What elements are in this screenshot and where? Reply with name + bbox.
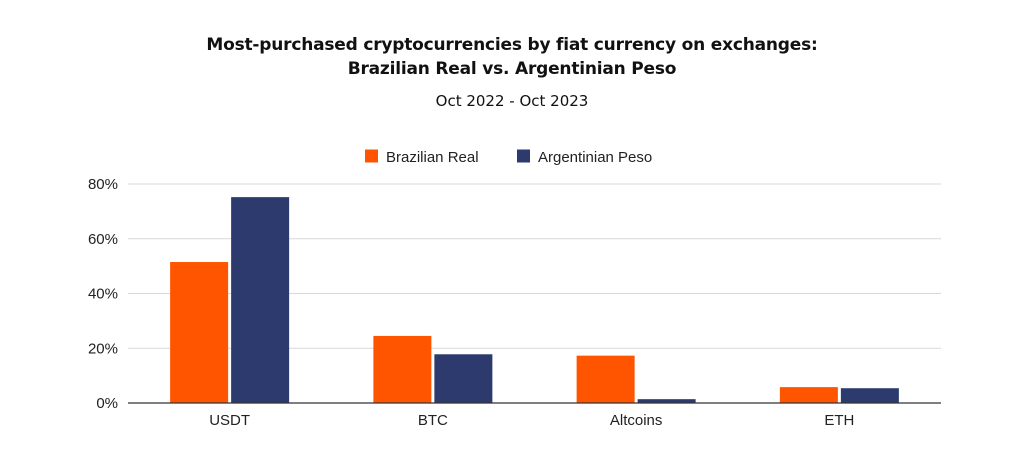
chart-title-line-2: Brazilian Real vs. Argentinian Peso bbox=[347, 59, 677, 79]
chart-title-line-1: Most-purchased cryptocurrencies by fiat … bbox=[206, 35, 818, 55]
x-tick-label: BTC bbox=[418, 412, 448, 429]
y-tick-label: 60% bbox=[88, 231, 118, 248]
legend-label-brazilian-real: Brazilian Real bbox=[386, 149, 479, 166]
legend-swatch-argentinian-peso bbox=[517, 149, 530, 163]
bar-altcoins-argentinian-peso bbox=[637, 399, 696, 403]
y-tick-label: 0% bbox=[96, 395, 118, 412]
bar-eth-brazilian-real bbox=[779, 387, 838, 403]
x-tick-label: ETH bbox=[824, 412, 854, 429]
x-tick-label: Altcoins bbox=[610, 412, 663, 429]
legend-swatch-brazilian-real bbox=[365, 149, 378, 163]
bar-eth-argentinian-peso bbox=[840, 388, 899, 403]
bar-btc-argentinian-peso bbox=[434, 354, 493, 403]
bar-usdt-brazilian-real bbox=[170, 262, 229, 403]
chart-title-block: Most-purchased cryptocurrencies by fiat … bbox=[0, 33, 1024, 111]
y-tick-label: 80% bbox=[88, 176, 118, 193]
chart-subtitle: Oct 2022 - Oct 2023 bbox=[435, 92, 589, 110]
x-tick-label: USDT bbox=[209, 412, 250, 429]
bar-btc-brazilian-real bbox=[373, 335, 432, 403]
bar-altcoins-brazilian-real bbox=[576, 355, 635, 403]
legend-label-argentinian-peso: Argentinian Peso bbox=[538, 149, 652, 166]
y-tick-label: 40% bbox=[88, 286, 118, 303]
bar-usdt-argentinian-peso bbox=[231, 197, 290, 403]
y-tick-label: 20% bbox=[88, 340, 118, 357]
